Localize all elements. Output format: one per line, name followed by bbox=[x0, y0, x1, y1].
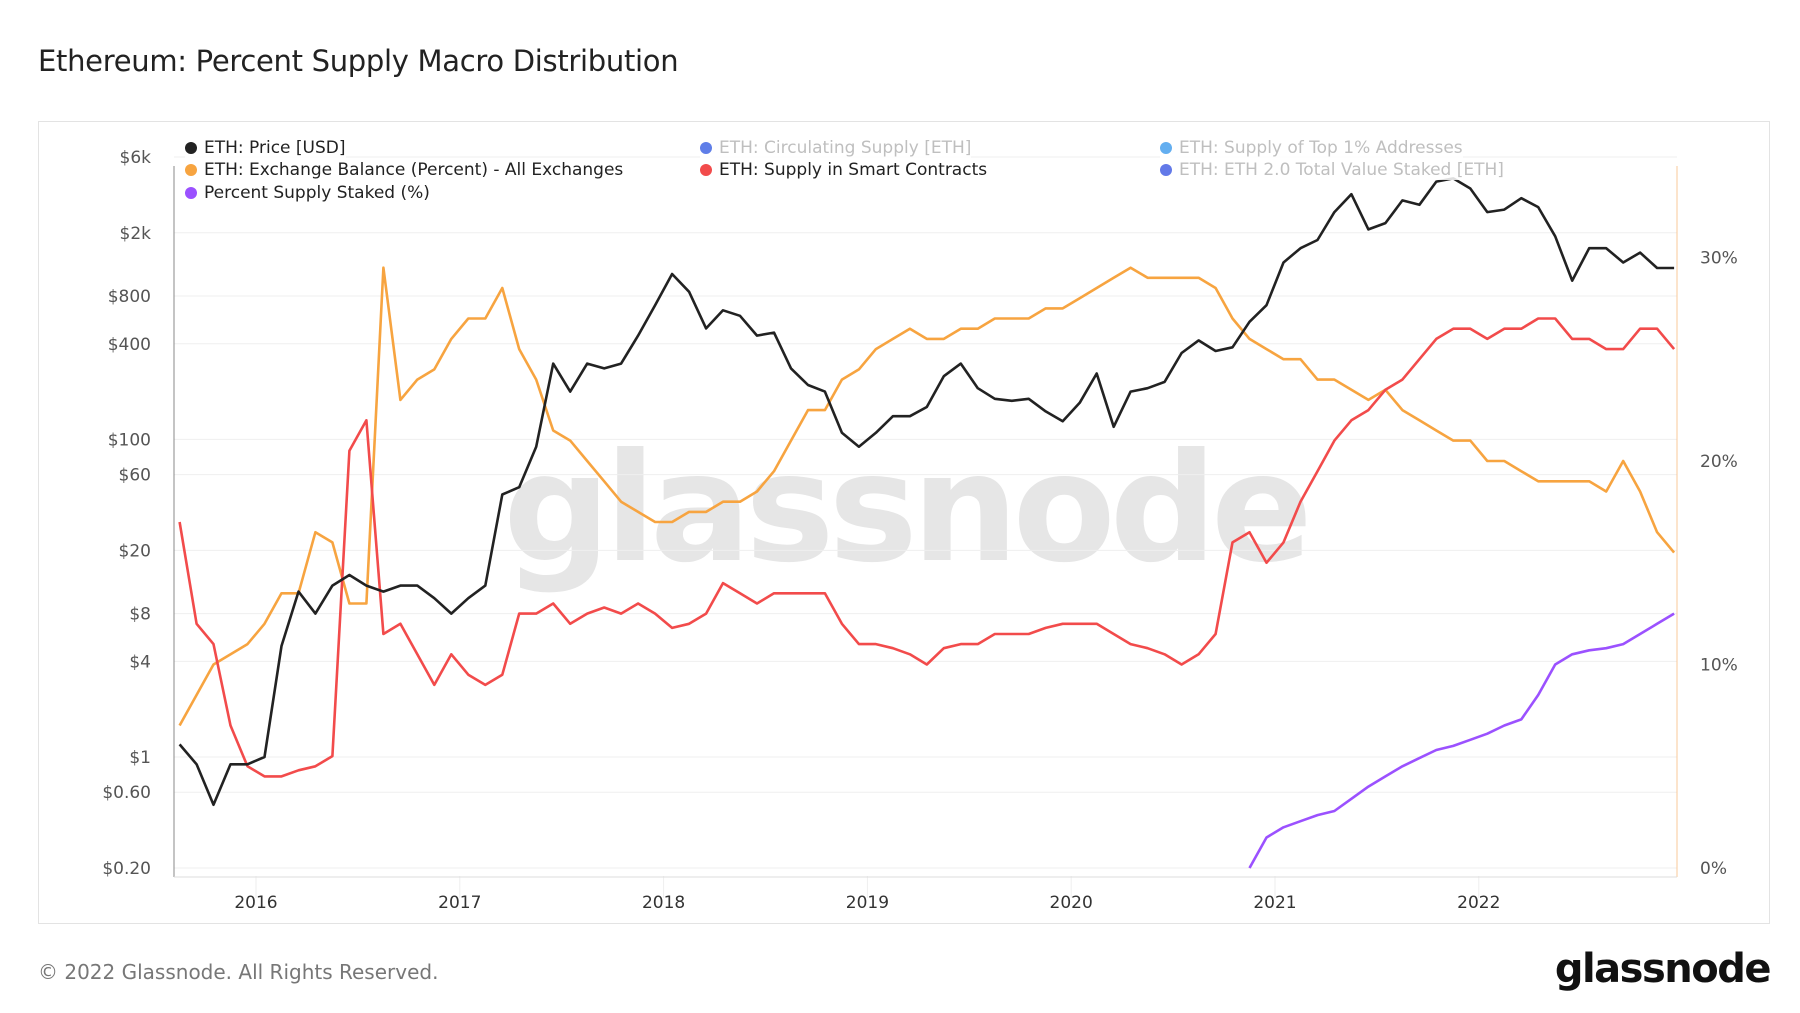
y-left-tick-label: $100 bbox=[108, 430, 151, 450]
watermark: glassnode bbox=[503, 422, 1307, 596]
y-left-tick-label: $1 bbox=[129, 748, 151, 768]
legend-item[interactable]: ETH: Supply of Top 1% Addresses bbox=[1160, 138, 1463, 158]
y-right-tick-label: 0% bbox=[1700, 859, 1727, 879]
y-left-tick-label: $0.60 bbox=[102, 783, 151, 803]
legend-label: Percent Supply Staked (%) bbox=[204, 183, 430, 203]
series-line-1 bbox=[178, 266, 1676, 727]
series-line-0 bbox=[178, 177, 1675, 807]
legend-dot-icon bbox=[185, 142, 197, 154]
y-right-tick-label: 30% bbox=[1700, 249, 1738, 269]
chart-container bbox=[38, 121, 1770, 924]
legend-label: ETH: Price [USD] bbox=[204, 138, 346, 158]
legend-item[interactable]: ETH: Price [USD] bbox=[185, 138, 346, 158]
y-left-tick-label: $6k bbox=[120, 148, 152, 168]
legend-label: ETH: Exchange Balance (Percent) - All Ex… bbox=[204, 160, 624, 180]
y-left-tick-label: $20 bbox=[119, 541, 151, 561]
x-tick-label: 2020 bbox=[1050, 893, 1093, 913]
legend-dot-icon bbox=[185, 187, 197, 199]
legend-item[interactable]: ETH: ETH 2.0 Total Value Staked [ETH] bbox=[1160, 160, 1504, 180]
x-tick-label: 2018 bbox=[642, 893, 685, 913]
legend-item[interactable]: ETH: Circulating Supply [ETH] bbox=[700, 138, 972, 158]
legend-dot-icon bbox=[1160, 142, 1172, 154]
y-right-tick-label: 10% bbox=[1700, 656, 1738, 676]
series-line-2 bbox=[178, 317, 1676, 778]
x-tick-label: 2019 bbox=[846, 893, 889, 913]
y-left-tick-label: $8 bbox=[129, 605, 151, 625]
x-tick-label: 2017 bbox=[438, 893, 481, 913]
legend-item[interactable]: ETH: Supply in Smart Contracts bbox=[700, 160, 988, 180]
legend-item[interactable]: Percent Supply Staked (%) bbox=[185, 183, 430, 203]
legend-label: ETH: Circulating Supply [ETH] bbox=[719, 138, 972, 158]
legend-item[interactable]: ETH: Exchange Balance (Percent) - All Ex… bbox=[185, 160, 624, 180]
legend-dot-icon bbox=[185, 164, 197, 176]
y-left-tick-label: $800 bbox=[108, 287, 151, 307]
legend-dot-icon bbox=[700, 142, 712, 154]
y-right-tick-label: 20% bbox=[1700, 452, 1738, 472]
legend-label: ETH: Supply of Top 1% Addresses bbox=[1179, 138, 1463, 158]
y-left-tick-label: $0.20 bbox=[102, 859, 151, 879]
y-left-tick-label: $400 bbox=[108, 335, 151, 355]
x-tick-label: 2016 bbox=[234, 893, 277, 913]
x-tick-label: 2022 bbox=[1457, 893, 1500, 913]
legend-dot-icon bbox=[1160, 164, 1172, 176]
glassnode-logo[interactable]: glassnode bbox=[1554, 946, 1772, 992]
legend-label: ETH: Supply in Smart Contracts bbox=[719, 160, 988, 180]
y-left-tick-label: $4 bbox=[129, 652, 151, 672]
page-title: Ethereum: Percent Supply Macro Distribut… bbox=[38, 44, 679, 78]
series-line-3 bbox=[1248, 612, 1675, 869]
y-left-tick-label: $60 bbox=[119, 466, 151, 486]
y-left-tick-label: $2k bbox=[120, 224, 152, 244]
legend-label: ETH: ETH 2.0 Total Value Staked [ETH] bbox=[1179, 160, 1504, 180]
x-tick-label: 2021 bbox=[1253, 893, 1296, 913]
copyright: © 2022 Glassnode. All Rights Reserved. bbox=[38, 960, 439, 984]
legend-dot-icon bbox=[700, 164, 712, 176]
